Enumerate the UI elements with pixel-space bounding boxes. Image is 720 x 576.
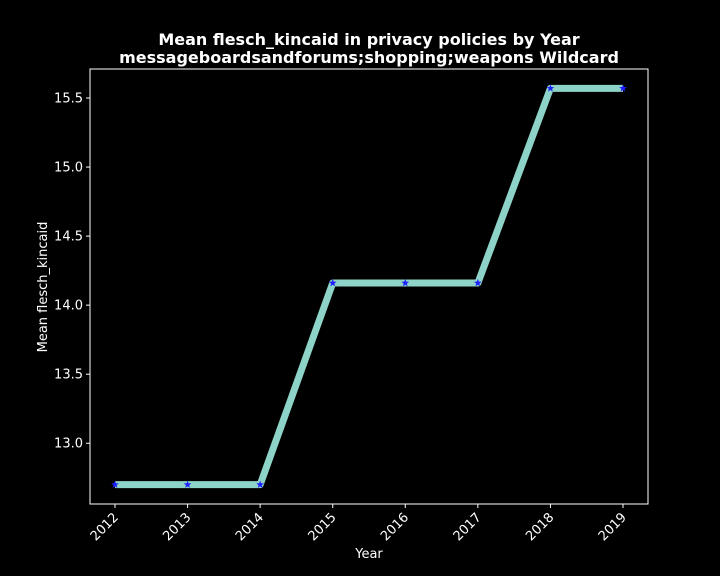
y-tick-label: 13.5 bbox=[54, 368, 83, 383]
data-point bbox=[619, 84, 627, 92]
y-tick-label: 15.0 bbox=[54, 161, 83, 176]
data-point bbox=[183, 480, 192, 488]
y-axis-label: Mean flesch_kincaid bbox=[36, 222, 51, 353]
data-point bbox=[256, 480, 264, 488]
y-tick-label: 15.5 bbox=[54, 92, 83, 107]
data-point bbox=[546, 84, 555, 92]
x-axis-label: Year bbox=[354, 547, 383, 562]
data-point bbox=[328, 279, 337, 287]
y-tick-label: 14.5 bbox=[54, 230, 83, 245]
chart-title: Mean flesch_kincaid in privacy policies … bbox=[158, 30, 579, 49]
series-layer bbox=[111, 84, 627, 489]
data-point bbox=[474, 279, 482, 287]
y-tick-label: 13.0 bbox=[54, 437, 83, 452]
y-axis-ticks: 13.0 13.5 14.0 14.5 15.0 15.5 bbox=[54, 92, 90, 452]
series-line bbox=[115, 84, 623, 489]
chart-subtitle: messageboardsandforums;shopping;weapons … bbox=[119, 48, 619, 67]
plot-frame bbox=[89, 68, 649, 505]
data-point bbox=[401, 279, 410, 287]
x-axis-ticks: 2012 2013 2014 2015 2016 2017 2018 2019 bbox=[88, 504, 630, 544]
y-tick-label: 14.0 bbox=[54, 299, 83, 314]
data-point bbox=[111, 480, 119, 488]
